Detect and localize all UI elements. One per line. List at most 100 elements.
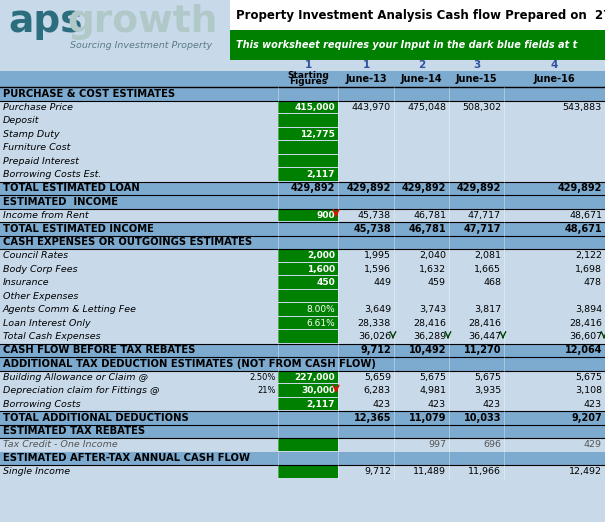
Text: 12,365: 12,365 <box>353 413 391 423</box>
Text: 12,064: 12,064 <box>564 345 602 355</box>
Text: growth: growth <box>67 4 217 40</box>
FancyBboxPatch shape <box>278 438 338 450</box>
Text: 6,283: 6,283 <box>364 386 391 395</box>
Text: 443,970: 443,970 <box>352 103 391 112</box>
Text: 1,596: 1,596 <box>364 265 391 274</box>
FancyBboxPatch shape <box>0 316 605 330</box>
Text: 30,000: 30,000 <box>301 386 335 395</box>
FancyBboxPatch shape <box>278 114 338 126</box>
Text: 3,935: 3,935 <box>474 386 501 395</box>
FancyBboxPatch shape <box>0 235 605 249</box>
Text: TOTAL ESTIMATED INCOME: TOTAL ESTIMATED INCOME <box>3 224 154 234</box>
Text: 423: 423 <box>428 400 446 409</box>
FancyBboxPatch shape <box>0 397 605 411</box>
FancyBboxPatch shape <box>278 168 338 181</box>
Text: 45,738: 45,738 <box>358 211 391 220</box>
FancyBboxPatch shape <box>0 249 605 263</box>
FancyBboxPatch shape <box>278 303 338 315</box>
Text: ADDITIONAL TAX DEDUCTION ESTIMATES (NOT FROM CASH FLOW): ADDITIONAL TAX DEDUCTION ESTIMATES (NOT … <box>3 359 376 369</box>
Text: Council Rates: Council Rates <box>3 251 68 260</box>
FancyBboxPatch shape <box>0 114 605 127</box>
Text: 415,000: 415,000 <box>295 103 335 112</box>
Text: 11,489: 11,489 <box>413 467 446 476</box>
Text: 1: 1 <box>304 61 312 70</box>
FancyBboxPatch shape <box>0 411 605 424</box>
Text: 1,632: 1,632 <box>419 265 446 274</box>
FancyBboxPatch shape <box>0 127 605 141</box>
Text: 5,675: 5,675 <box>474 373 501 382</box>
Text: 6.61%: 6.61% <box>306 319 335 328</box>
Text: 1,995: 1,995 <box>364 251 391 260</box>
Text: 2,040: 2,040 <box>419 251 446 260</box>
Text: 10,492: 10,492 <box>408 345 446 355</box>
Text: 5,659: 5,659 <box>364 373 391 382</box>
Text: CASH EXPENSES OR OUTGOINGS ESTIMATES: CASH EXPENSES OR OUTGOINGS ESTIMATES <box>3 238 252 247</box>
Text: 696: 696 <box>483 440 501 449</box>
Text: 36,289: 36,289 <box>413 332 446 341</box>
FancyBboxPatch shape <box>0 208 605 222</box>
Text: 2,000: 2,000 <box>307 251 335 260</box>
Text: Depreciation claim for Fittings @: Depreciation claim for Fittings @ <box>3 386 160 395</box>
FancyBboxPatch shape <box>0 87 605 101</box>
FancyBboxPatch shape <box>230 0 605 30</box>
FancyBboxPatch shape <box>278 249 338 262</box>
Text: Insurance: Insurance <box>3 278 50 287</box>
FancyBboxPatch shape <box>0 141 605 155</box>
Text: 46,781: 46,781 <box>413 211 446 220</box>
Text: 12,775: 12,775 <box>300 130 335 139</box>
Text: 997: 997 <box>428 440 446 449</box>
FancyBboxPatch shape <box>0 60 605 71</box>
FancyBboxPatch shape <box>0 263 605 276</box>
Text: 47,717: 47,717 <box>468 211 501 220</box>
FancyBboxPatch shape <box>0 168 605 182</box>
Text: 3,108: 3,108 <box>575 386 602 395</box>
Text: 450: 450 <box>316 278 335 287</box>
Text: 45,738: 45,738 <box>353 224 391 234</box>
Text: 9,712: 9,712 <box>364 467 391 476</box>
Text: 1,665: 1,665 <box>474 265 501 274</box>
Text: 475,048: 475,048 <box>407 103 446 112</box>
Text: June-14: June-14 <box>401 74 442 84</box>
Text: 1: 1 <box>362 61 370 70</box>
Text: 11,270: 11,270 <box>463 345 501 355</box>
Text: Deposit: Deposit <box>3 116 39 125</box>
Text: Borrowing Costs Est.: Borrowing Costs Est. <box>3 170 102 179</box>
Text: 36,026: 36,026 <box>358 332 391 341</box>
Text: 12,492: 12,492 <box>569 467 602 476</box>
FancyBboxPatch shape <box>278 316 338 329</box>
Text: 3,817: 3,817 <box>474 305 501 314</box>
Text: aps: aps <box>8 4 82 40</box>
Text: Income from Rent: Income from Rent <box>3 211 88 220</box>
Text: 2,117: 2,117 <box>307 400 335 409</box>
Text: 1,698: 1,698 <box>575 265 602 274</box>
FancyBboxPatch shape <box>0 195 605 208</box>
Text: Body Corp Fees: Body Corp Fees <box>3 265 77 274</box>
Text: 28,416: 28,416 <box>413 319 446 328</box>
Text: 28,338: 28,338 <box>358 319 391 328</box>
Text: 429,892: 429,892 <box>457 183 501 193</box>
Text: 468: 468 <box>483 278 501 287</box>
FancyBboxPatch shape <box>278 208 338 221</box>
FancyBboxPatch shape <box>0 222 605 235</box>
FancyBboxPatch shape <box>0 384 605 397</box>
Text: 3,649: 3,649 <box>364 305 391 314</box>
FancyBboxPatch shape <box>278 465 338 478</box>
Text: 21%: 21% <box>258 386 276 395</box>
Text: 48,671: 48,671 <box>569 211 602 220</box>
Text: 3: 3 <box>473 61 480 70</box>
FancyBboxPatch shape <box>0 155 605 168</box>
Text: 429,892: 429,892 <box>347 183 391 193</box>
Text: 2.50%: 2.50% <box>250 373 276 382</box>
FancyBboxPatch shape <box>278 371 338 383</box>
Text: 423: 423 <box>584 400 602 409</box>
FancyBboxPatch shape <box>0 343 605 357</box>
Text: Other Expenses: Other Expenses <box>3 292 79 301</box>
Text: 3,743: 3,743 <box>419 305 446 314</box>
Text: 508,302: 508,302 <box>462 103 501 112</box>
FancyBboxPatch shape <box>0 0 230 60</box>
FancyBboxPatch shape <box>0 71 605 87</box>
Text: 543,883: 543,883 <box>563 103 602 112</box>
Text: Borrowing Costs: Borrowing Costs <box>3 400 80 409</box>
FancyBboxPatch shape <box>0 424 605 438</box>
Text: 48,671: 48,671 <box>564 224 602 234</box>
